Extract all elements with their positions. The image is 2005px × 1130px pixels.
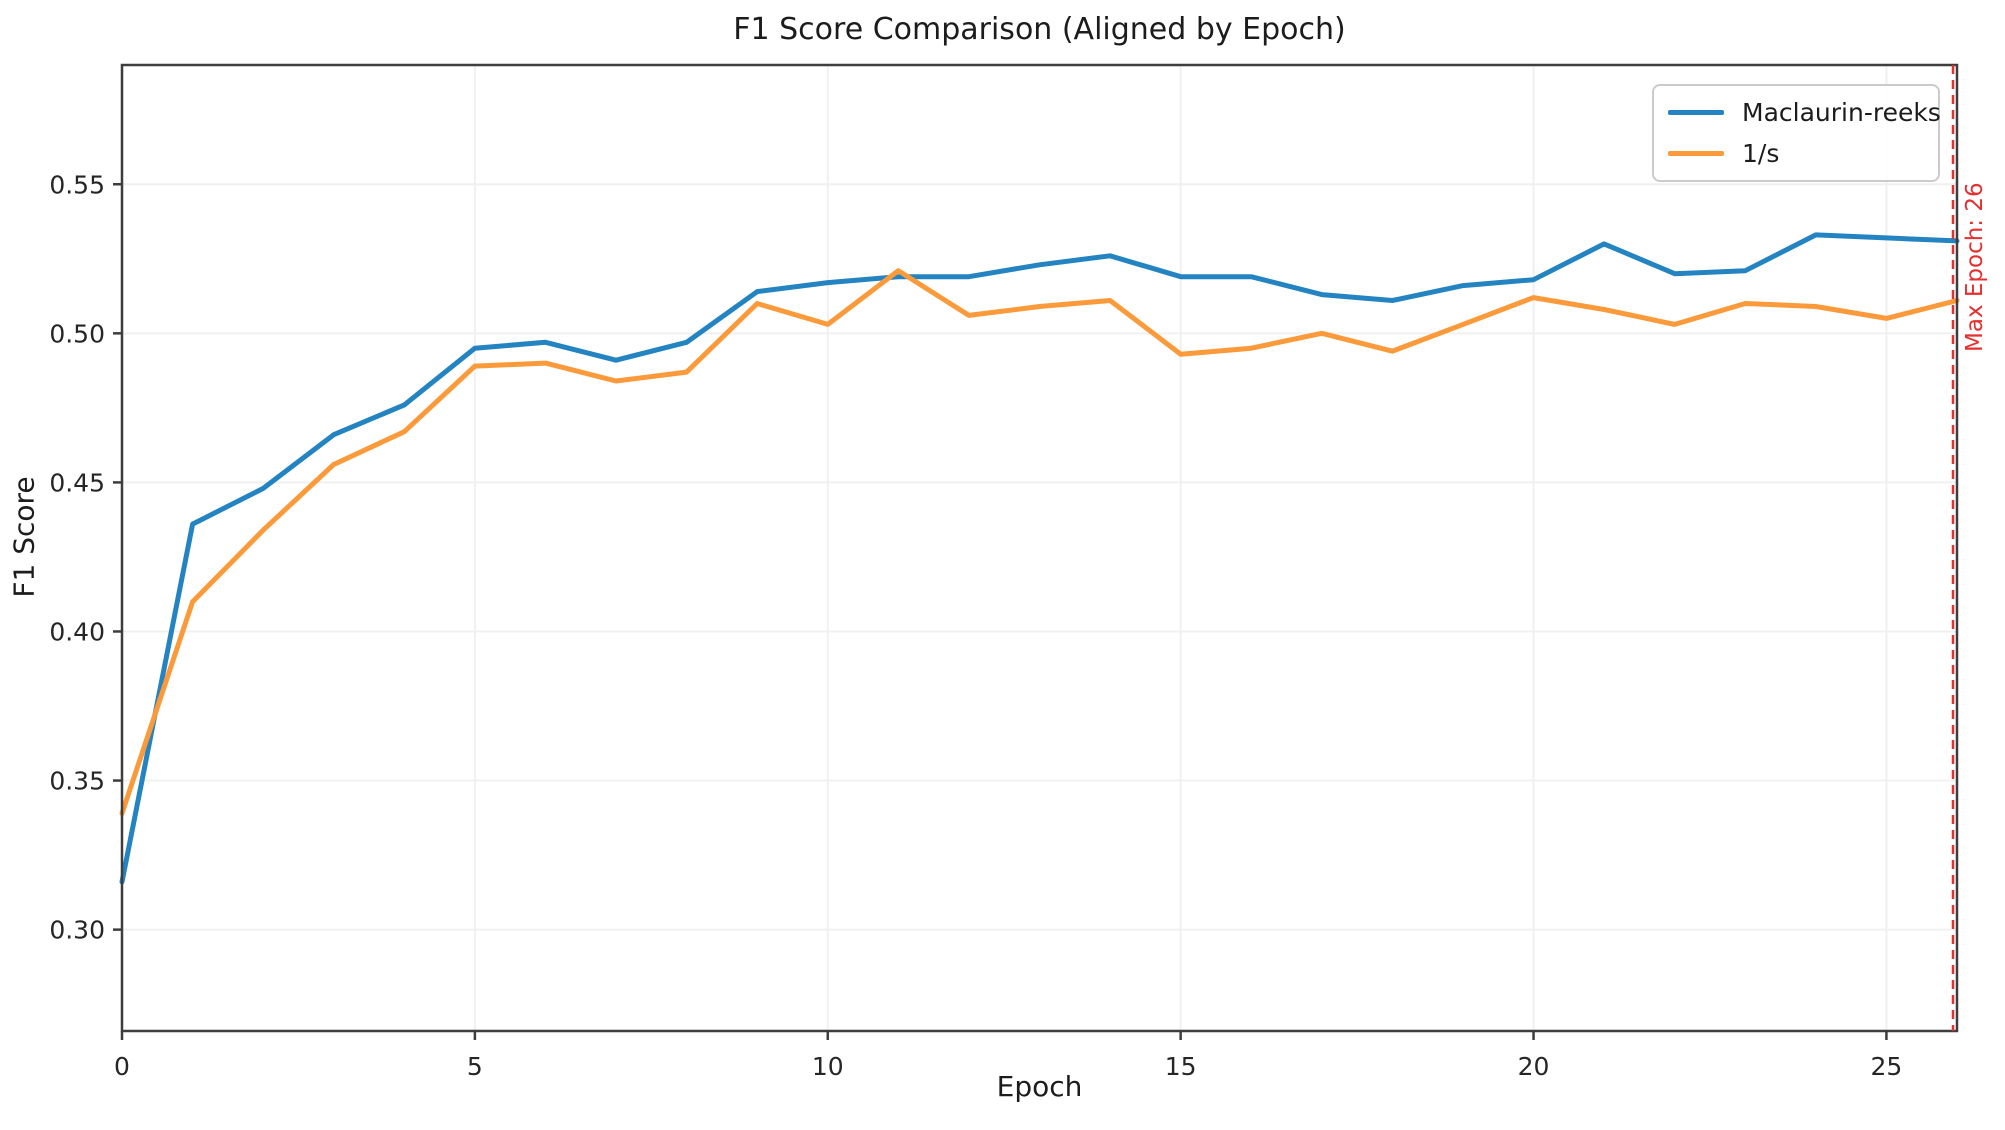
legend-item-label: 1/s <box>1742 139 1780 168</box>
y-tick-label: 0.30 <box>49 916 105 945</box>
x-tick-label: 15 <box>1165 1052 1197 1081</box>
x-tick-label: 5 <box>467 1052 483 1081</box>
x-tick-label: 10 <box>812 1052 844 1081</box>
x-axis-label: Epoch <box>996 1070 1083 1103</box>
y-tick-label: 0.50 <box>49 319 105 348</box>
max-epoch-annotation: Max Epoch: 26 <box>1962 182 1988 352</box>
legend: Maclaurin-reeks 1/s <box>1652 84 1941 182</box>
legend-item-label: Maclaurin-reeks <box>1742 98 1941 127</box>
legend-line-swatch-maclaurin-reeks <box>1668 110 1724 115</box>
y-tick-label: 0.55 <box>49 170 105 199</box>
x-tick-label: 0 <box>114 1052 130 1081</box>
legend-item: 1/s <box>1668 139 1924 168</box>
x-tick-label: 20 <box>1518 1052 1550 1081</box>
x-tick-label: 25 <box>1871 1052 1903 1081</box>
series-line-maclaurin-reeks <box>119 232 1960 885</box>
y-tick-label: 0.40 <box>49 617 105 646</box>
series-line-1-s <box>119 268 1960 816</box>
chart-title: F1 Score Comparison (Aligned by Epoch) <box>733 12 1346 47</box>
y-tick-label: 0.35 <box>49 767 105 796</box>
axes-spines <box>120 63 1959 1033</box>
legend-line-swatch-1s <box>1668 151 1724 156</box>
y-tick-label: 0.45 <box>49 468 105 497</box>
legend-item: Maclaurin-reeks <box>1668 98 1941 127</box>
